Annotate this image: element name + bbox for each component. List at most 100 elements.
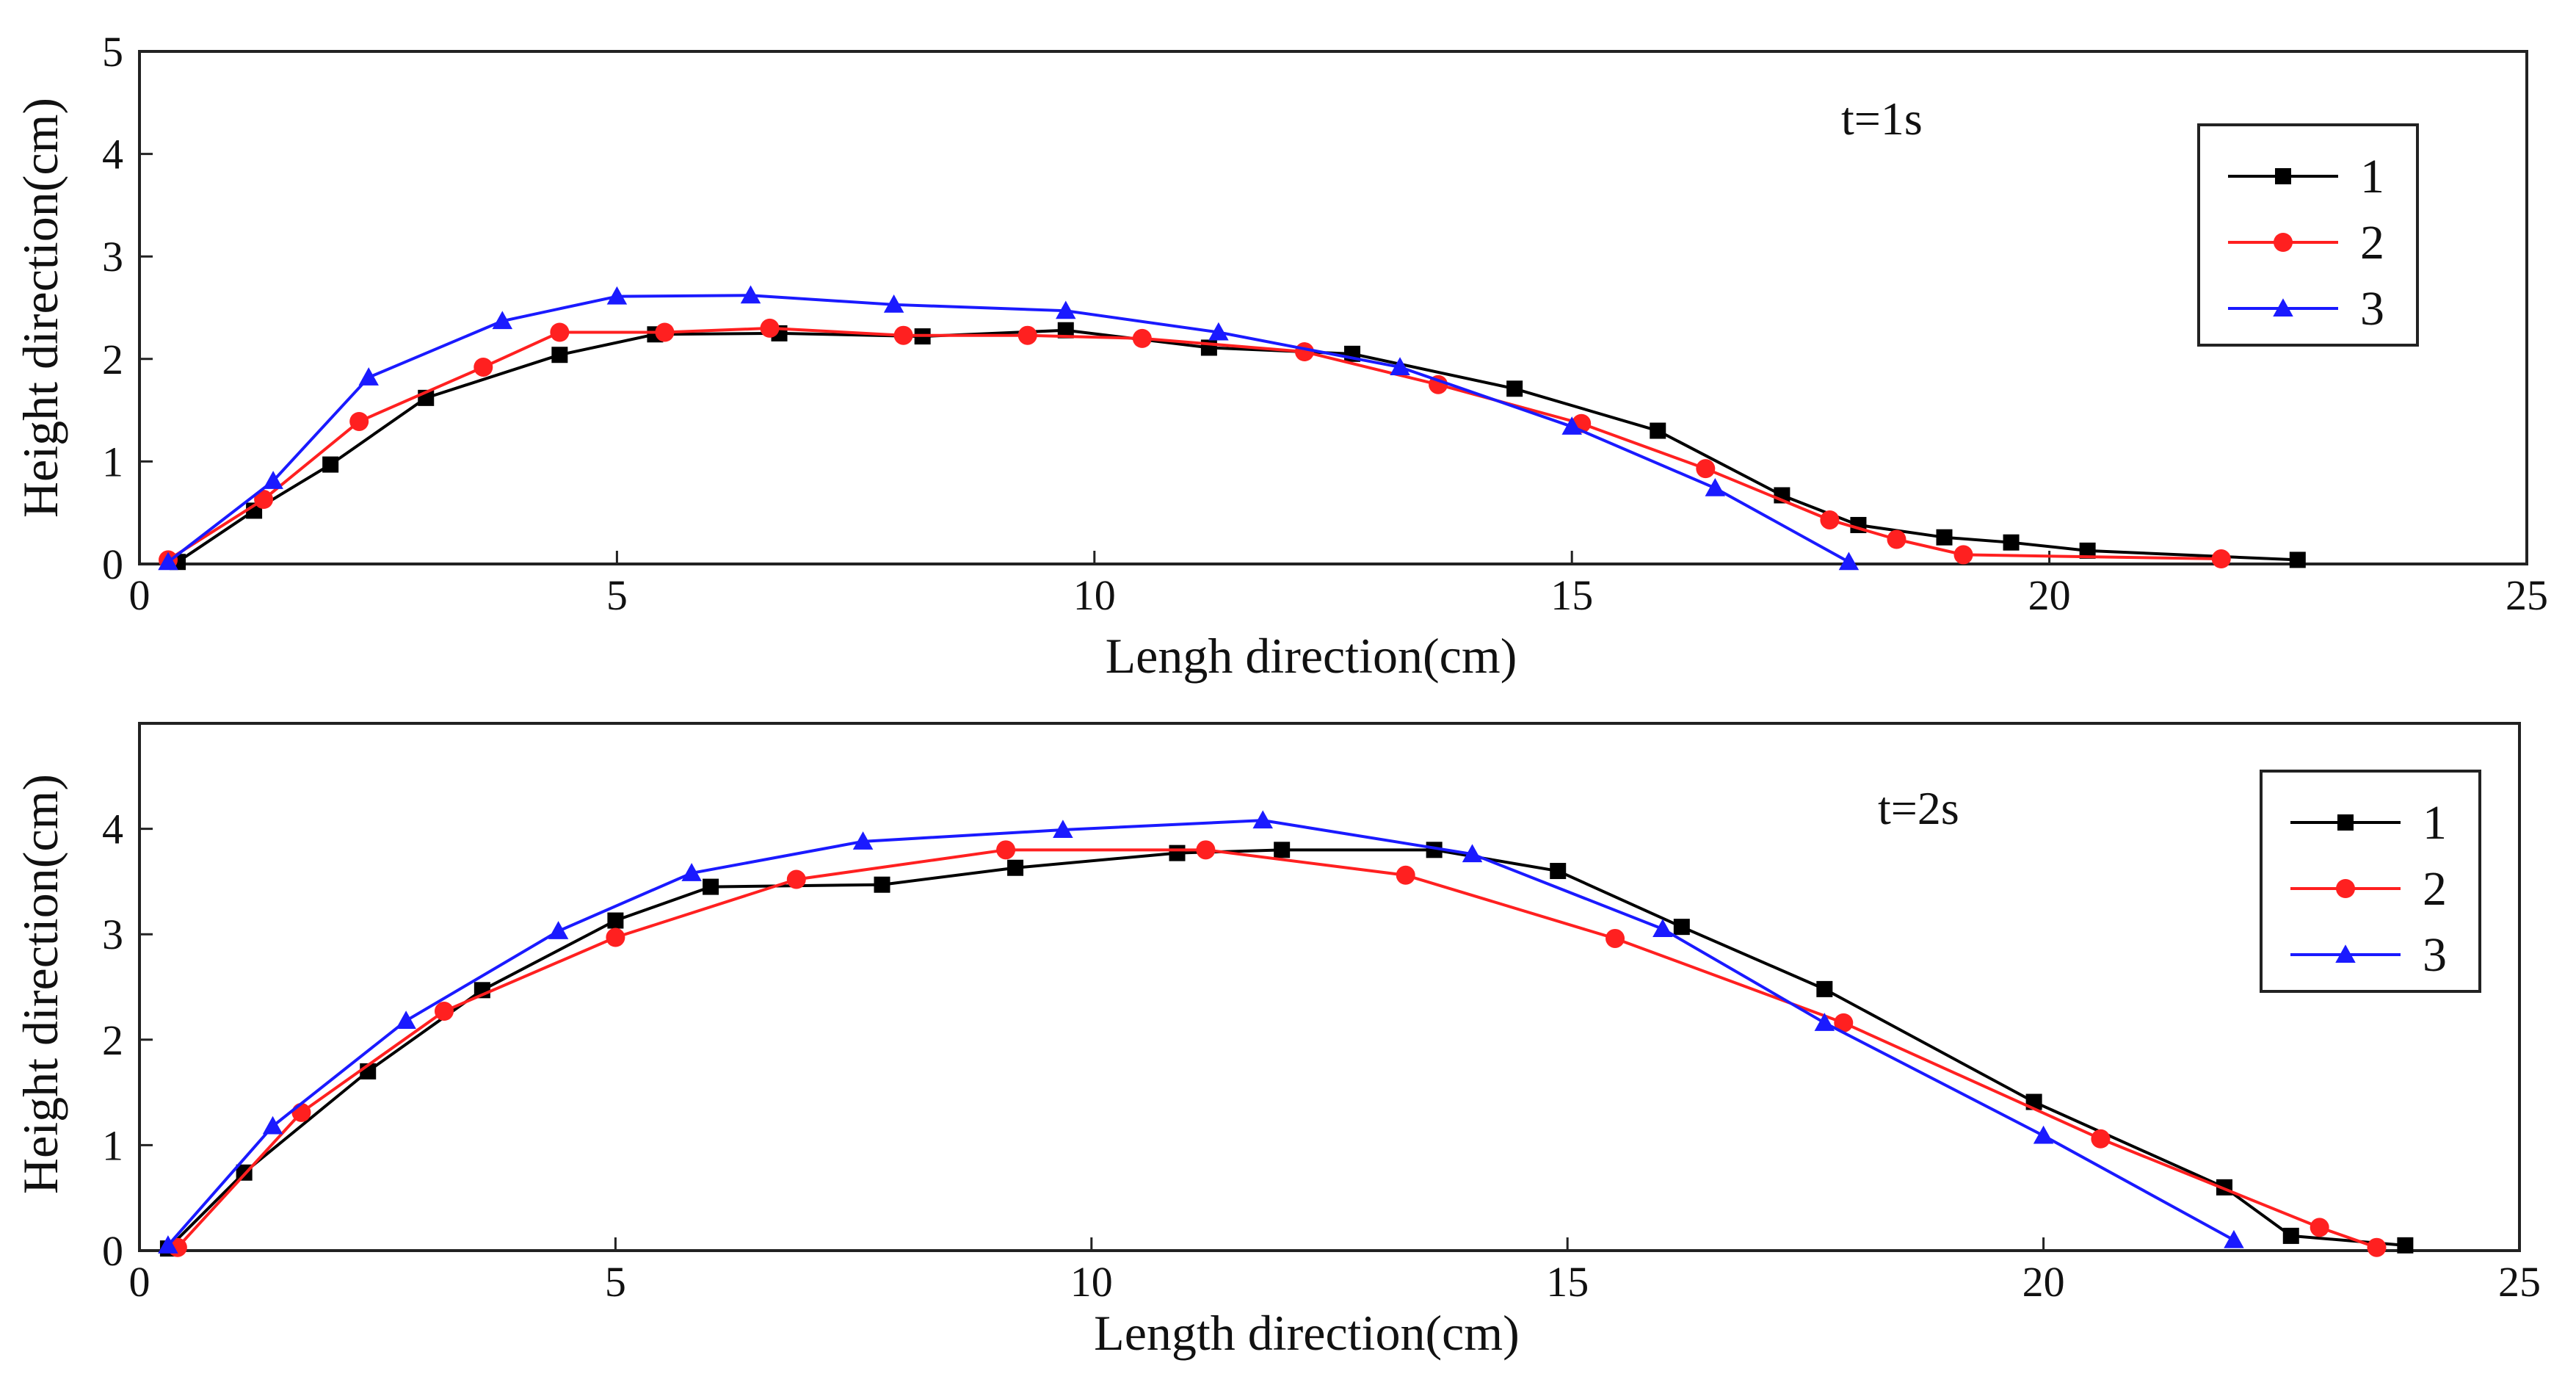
data-point: [1953, 545, 1973, 565]
data-point: [1506, 380, 1523, 397]
y-tick-labels: 0 1 2 3 4: [102, 806, 123, 1275]
x-tick-label: 25: [2506, 571, 2548, 619]
tick-marks: [138, 50, 2528, 565]
data-point: [1169, 845, 1186, 861]
data-point: [2367, 1237, 2387, 1257]
y-axis-label: Height direction(cm): [12, 98, 68, 518]
data-point: [1673, 919, 1690, 936]
y-tick-label: 0: [102, 1227, 123, 1275]
data-point: [1705, 477, 1726, 496]
x-tick-labels: 0 5 10 15 20 25: [129, 571, 2549, 619]
legend-entry-3: 3: [2228, 282, 2384, 336]
data-point: [2003, 534, 2020, 551]
data-point: [322, 456, 339, 473]
legend-box: [2260, 770, 2481, 993]
data-point: [358, 367, 379, 386]
data-point: [349, 411, 369, 431]
data-point: [1017, 325, 1037, 345]
data-point: [1652, 919, 1673, 938]
data-point: [2282, 1227, 2299, 1244]
data-point: [607, 912, 624, 929]
data-point: [551, 347, 568, 364]
data-point: [1650, 422, 1666, 439]
y-tick-labels: 0 1 2 3 4 5: [102, 28, 123, 588]
data-point: [2033, 1125, 2054, 1144]
legend-label: 3: [2423, 928, 2447, 982]
legend-marker: [2336, 879, 2355, 898]
data-point: [1208, 322, 1229, 341]
data-point: [1820, 510, 1840, 529]
data-point: [474, 357, 493, 377]
x-axis-label: Length direction(cm): [1094, 1305, 1520, 1361]
legend: 1 2 3: [2197, 123, 2419, 347]
y-tick-label: 4: [102, 806, 123, 853]
data-point: [1561, 416, 1582, 435]
legend-marker: [2275, 168, 2291, 184]
data-point: [262, 1115, 283, 1135]
y-tick-label: 2: [102, 1016, 123, 1064]
series-2: [167, 840, 2387, 1257]
series-3: [158, 285, 1860, 571]
y-tick-label: 1: [102, 438, 123, 485]
data-point: [852, 831, 874, 850]
data-point: [606, 927, 625, 947]
data-point: [2224, 1229, 2244, 1248]
data-point: [434, 1002, 454, 1021]
series-layer: [158, 810, 2414, 1257]
data-point: [786, 869, 806, 889]
data-point: [893, 325, 913, 345]
legend-label: 2: [2423, 862, 2447, 916]
plot-frame: [138, 50, 2528, 565]
series-1: [170, 322, 2306, 571]
x-tick-label: 20: [2022, 1258, 2065, 1306]
data-point: [1462, 844, 1483, 863]
data-point: [254, 490, 274, 510]
data-point: [703, 878, 719, 895]
data-point: [1696, 459, 1716, 479]
data-point: [1053, 820, 1073, 839]
data-point: [1007, 859, 1024, 876]
legend-entry-1: 1: [2228, 150, 2384, 203]
data-point: [550, 322, 570, 342]
data-point: [1816, 980, 1833, 997]
series-layer: [158, 285, 2306, 571]
data-point: [1057, 322, 1074, 339]
x-tick-label: 20: [2028, 571, 2071, 619]
data-point: [1936, 529, 1953, 546]
y-tick-label: 5: [102, 28, 123, 76]
y-tick-label: 0: [102, 540, 123, 588]
y-tick-label: 3: [102, 911, 123, 958]
legend-entry-3: 3: [2290, 928, 2447, 982]
y-tick-label: 3: [102, 233, 123, 281]
chart-panel-t1: 0 1 2 3 4 5 0 5 10 15 20 25 Height direction(cm) L…: [12, 28, 2548, 684]
legend-entry-1: 1: [2290, 796, 2447, 850]
legend-marker: [2274, 233, 2293, 252]
data-point: [740, 285, 761, 304]
data-point: [1550, 863, 1567, 880]
data-point: [996, 840, 1016, 860]
data-point: [655, 322, 675, 342]
data-point: [158, 552, 178, 571]
x-tick-label: 0: [129, 571, 150, 619]
data-point: [1834, 1013, 1854, 1033]
data-point: [681, 863, 702, 881]
data-point: [548, 921, 569, 939]
data-point: [2397, 1237, 2414, 1254]
data-point: [1838, 552, 1860, 571]
data-point: [1887, 529, 1906, 549]
data-point: [291, 1102, 311, 1122]
data-point: [2211, 549, 2231, 569]
data-point: [2310, 1218, 2329, 1237]
legend-label: 1: [2423, 796, 2447, 850]
y-tick-label: 4: [102, 131, 123, 178]
data-point: [1132, 328, 1152, 348]
legend-entries: 1 2 3: [2228, 150, 2384, 336]
data-point: [2091, 1129, 2111, 1149]
data-point: [1814, 1013, 1835, 1031]
x-tick-label: 0: [129, 1258, 150, 1306]
data-point: [1274, 842, 1291, 858]
chart-panel-t2: 0 1 2 3 4 0 5 10 15 20 25 Height direction(cm) Le…: [12, 722, 2541, 1361]
x-tick-labels: 0 5 10 15 20 25: [129, 1258, 2541, 1306]
